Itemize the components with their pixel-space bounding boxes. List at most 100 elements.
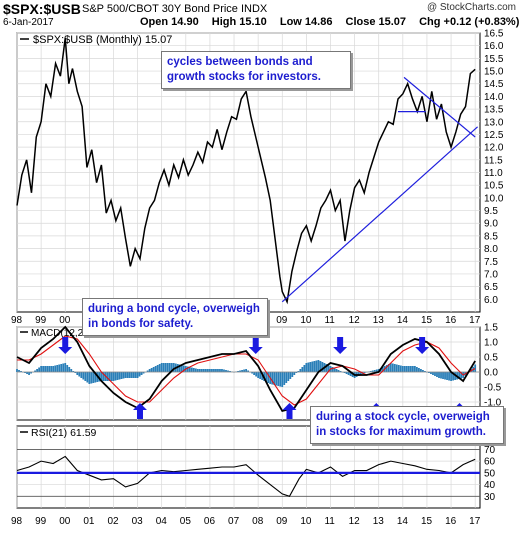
macd-histogram-bar [60,364,63,372]
x-axis: 98 99 00 01 02 03 04 05 06 07 08 09 10 11 12 13 14 15 16 17 [11,516,481,527]
macd-histogram-bar [293,372,296,375]
macd-histogram-bar [381,367,384,372]
macd-histogram-bar [56,365,59,372]
macd-histogram-bar [36,369,38,372]
macd-histogram-bar [132,372,135,378]
x-axis-tick-label: 00 [59,516,71,527]
macd-histogram-bar [405,366,408,372]
price-x-tick: 13 [373,315,385,326]
x-axis-tick-label: 98 [11,516,23,527]
macd-histogram-bar [317,360,320,372]
price-y-tick: 16.0 [484,41,504,52]
macd-y-tick: 1.5 [484,323,498,334]
price-y-tick: 8.0 [484,244,498,255]
macd-histogram-bar [371,370,374,372]
macd-histogram-bar [194,368,197,372]
price-x-tick: 98 [11,315,23,326]
macd-histogram-bar [68,367,71,372]
macd-histogram-bar [74,372,77,373]
macd-histogram-bar [281,372,284,387]
macd-histogram-bar [211,369,213,372]
macd-histogram-bar [112,372,115,381]
price-y-tick: 7.0 [484,269,498,280]
macd-histogram-bar [180,365,183,372]
macd-histogram-bar [399,365,402,372]
price-y-tick: 14.0 [484,92,504,103]
price-x-tick: 00 [59,315,71,326]
x-axis-tick-label: 09 [276,516,288,527]
macd-histogram-bar [287,372,290,381]
price-y-tick: 13.5 [484,105,504,116]
trendline [281,126,478,303]
low-value: Low 14.86 [279,16,333,28]
macd-histogram-bar [327,365,330,372]
macd-histogram-bar [227,370,229,372]
macd-histogram-bar [213,369,215,372]
x-axis-tick-label: 07 [228,516,240,527]
x-axis-tick-label: 14 [397,516,409,527]
macd-histogram-bar [291,372,294,377]
stockcharts-brand: @ StockCharts.com [426,2,516,13]
x-axis-tick-label: 11 [324,516,335,527]
macd-histogram-bar [275,372,278,386]
macd-histogram-bar [434,372,436,376]
macd-histogram-bar [331,367,334,372]
macd-histogram-bar [148,369,151,372]
annotation-cycles: cycles between bonds and growth stocks f… [161,51,351,89]
macd-histogram-bar [114,372,117,381]
macd-histogram-bar [26,372,28,374]
macd-histogram-bar [245,369,247,372]
macd-histogram-bar [422,370,424,372]
macd-histogram-bar [86,372,89,383]
macd-histogram-bar [321,362,324,372]
macd-line [16,325,476,413]
x-axis-tick-label: 02 [107,516,119,527]
macd-signal-line [17,335,476,406]
price-x-tick: 12 [349,315,361,326]
price-series-line [16,37,476,305]
macd-histogram-bar [168,363,171,372]
price-y-tick: 9.5 [484,206,498,217]
macd-histogram-bar [283,372,286,385]
macd-histogram-bar [375,369,378,372]
macd-histogram-bar [78,372,81,377]
macd-histogram-bar [452,372,454,381]
macd-histogram-bar [110,372,113,381]
arrow-down-icon [58,337,73,354]
macd-y-tick: -0.5 [484,383,502,394]
macd-histogram-bar [164,363,167,372]
macd-histogram-bar [62,363,65,372]
macd-histogram-bar [432,372,434,375]
macd-histogram-bar [391,363,394,372]
macd-histogram-bar [118,372,121,380]
macd-histogram-bar [257,372,260,378]
macd-histogram-bar [357,372,360,376]
macd-histogram-bar [403,366,406,372]
macd-histogram-bar [315,360,318,372]
price-y-tick: 7.5 [484,257,498,268]
macd-histogram-bar [102,372,105,381]
macd-histogram-bar [108,372,111,381]
macd-histogram-bar [207,369,209,372]
macd-histogram-bar [319,361,322,372]
macd-histogram-bar [337,370,340,372]
macd-histogram-bar [120,372,123,379]
macd-histogram-bar [237,371,239,372]
macd-histogram-bar [24,372,26,373]
open-value: Open 14.90 [140,16,199,28]
macd-histogram-bar [442,372,444,379]
price-x-tick: 99 [35,315,47,326]
arrow-down-icon [333,337,348,354]
macd-histogram-bar [202,369,205,372]
x-axis-tick-label: 16 [445,516,457,527]
price-y-tick: 11.5 [484,155,503,166]
macd-histogram-bar [106,372,109,381]
macd-histogram-bar [289,372,292,379]
macd-histogram-bar [209,369,211,372]
price-y-tick: 15.0 [484,67,504,78]
high-value: High 15.10 [211,16,267,28]
macd-histogram-bar [94,372,97,383]
macd-histogram-bar [255,372,258,377]
macd-histogram-bar [436,372,438,377]
macd-histogram-bar [299,369,302,372]
